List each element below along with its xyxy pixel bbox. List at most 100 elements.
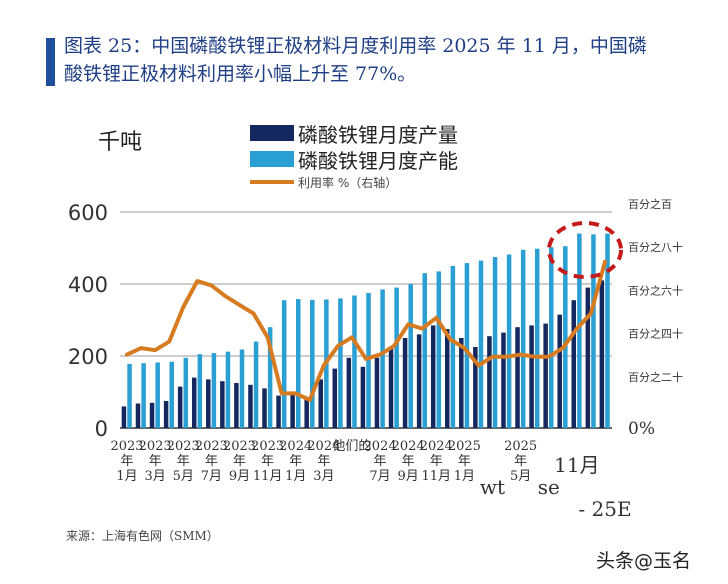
x-axis-tick-label: 2025 年 5月 bbox=[504, 439, 537, 484]
x-axis-tick-label: 2024 年 1月 bbox=[279, 439, 312, 484]
bar-output bbox=[163, 401, 169, 428]
bar-output bbox=[599, 280, 605, 428]
bar-output bbox=[543, 323, 548, 428]
right-axis-tick-label: 百分之四十 bbox=[628, 327, 683, 341]
bar-capacity bbox=[577, 233, 582, 428]
bar-capacity bbox=[408, 284, 413, 428]
right-axis-tick-label: 百分之八十 bbox=[628, 240, 683, 254]
left-axis-tick-label: 200 bbox=[68, 345, 108, 369]
bar-output bbox=[121, 406, 127, 428]
bar-output bbox=[318, 379, 323, 428]
bar-capacity bbox=[605, 233, 610, 428]
bar-output bbox=[374, 357, 380, 428]
x-axis-tick-label: 2024 年 9月 bbox=[392, 439, 425, 484]
right-axis-tick-label: 百分之百 bbox=[628, 197, 672, 211]
x-axis-tick-label: 2023 年 5月 bbox=[167, 439, 200, 484]
x-axis-tick-label: 2023 年 9月 bbox=[223, 439, 256, 484]
bar-output bbox=[557, 314, 562, 428]
bar-output bbox=[571, 300, 577, 428]
legend-item-output: 磷酸铁锂月度产量 bbox=[250, 120, 458, 147]
bar-output bbox=[135, 403, 141, 428]
bar-capacity bbox=[366, 293, 371, 428]
bar-output bbox=[248, 384, 253, 428]
bar-output bbox=[529, 325, 534, 428]
highlight-circle bbox=[547, 221, 623, 279]
bar-capacity bbox=[338, 298, 343, 428]
x-axis-tick-label: wt bbox=[480, 475, 505, 499]
x-axis-tick-label: se bbox=[538, 475, 560, 499]
bar-output bbox=[360, 366, 366, 428]
bar-capacity bbox=[155, 362, 160, 428]
bar-output bbox=[276, 395, 281, 428]
bar-capacity bbox=[253, 341, 259, 428]
right-axis-tick-label: 百分之六十 bbox=[628, 283, 683, 297]
bar-capacity bbox=[478, 260, 484, 428]
bar-output bbox=[487, 336, 492, 428]
bar-output bbox=[430, 325, 436, 428]
bar-capacity bbox=[394, 287, 399, 428]
bar-capacity bbox=[281, 300, 287, 428]
legend-label-capacity: 磷酸铁锂月度产能 bbox=[298, 148, 458, 173]
bar-capacity bbox=[183, 357, 189, 428]
bar-capacity bbox=[464, 263, 470, 428]
bar-capacity bbox=[239, 349, 245, 428]
bar-capacity bbox=[352, 295, 357, 428]
bar-capacity bbox=[211, 353, 217, 428]
bar-output bbox=[234, 383, 239, 428]
bar-output bbox=[515, 327, 520, 428]
bar-output bbox=[501, 332, 506, 428]
x-axis-tick-label: 2024 年 3月 bbox=[307, 439, 340, 484]
bar-output bbox=[262, 388, 267, 428]
bar-capacity bbox=[549, 247, 554, 428]
bar-capacity bbox=[295, 299, 301, 428]
bar-output bbox=[473, 347, 478, 428]
bar-capacity bbox=[506, 254, 512, 428]
bar-output bbox=[206, 379, 211, 428]
legend-label-output: 磷酸铁锂月度产量 bbox=[298, 122, 458, 147]
left-axis-tick-label: 600 bbox=[68, 201, 108, 225]
x-axis-tick-label: 他们的 bbox=[332, 438, 371, 454]
x-axis-tick-label: 2024 年 11月 bbox=[420, 439, 453, 484]
bar-output bbox=[177, 386, 183, 428]
bar-capacity bbox=[380, 289, 385, 428]
x-axis-tick-label: 2023 年 7月 bbox=[195, 439, 228, 484]
bar-capacity bbox=[141, 363, 146, 428]
left-axis-tick-label: 400 bbox=[68, 273, 108, 297]
bar-output bbox=[416, 334, 422, 428]
bar-output bbox=[290, 393, 295, 428]
x-axis-tick-label: 2023 年 3月 bbox=[139, 439, 172, 484]
bar-capacity bbox=[563, 246, 568, 428]
bar-output bbox=[445, 329, 450, 428]
bar-capacity bbox=[591, 234, 596, 428]
bar-output bbox=[304, 399, 309, 428]
left-axis-unit: 千吨 bbox=[98, 130, 143, 155]
bar-capacity bbox=[422, 273, 428, 428]
watermark: 头条@玉名 bbox=[596, 550, 692, 572]
legend-label-rate: 利用率 %（右轴） bbox=[298, 175, 398, 190]
x-axis-tick-label: - 25E bbox=[578, 497, 631, 521]
bar-capacity bbox=[197, 354, 203, 428]
left-axis-tick-label: 0 bbox=[95, 417, 108, 441]
legend-swatch-output bbox=[250, 125, 294, 141]
bar-output bbox=[220, 381, 225, 428]
bar-capacity bbox=[534, 248, 540, 428]
legend-swatch-rate bbox=[250, 180, 294, 184]
chart-title: 图表 25：中国磷酸铁锂正极材料月度利用率 2025 年 11 月，中国磷酸铁锂… bbox=[64, 35, 647, 85]
bar-output bbox=[402, 338, 408, 428]
bar-output bbox=[149, 402, 155, 428]
bar-output bbox=[585, 287, 591, 428]
bar-capacity bbox=[310, 299, 315, 428]
bar-output bbox=[459, 338, 464, 428]
title-accent-bar bbox=[46, 38, 55, 86]
legend-item-rate: 利用率 %（右轴） bbox=[250, 172, 458, 192]
right-axis-tick-label: 百分之二十 bbox=[628, 370, 683, 384]
legend-swatch-capacity bbox=[250, 151, 294, 167]
bar-output bbox=[346, 357, 352, 428]
bar-capacity bbox=[436, 271, 442, 428]
legend: 磷酸铁锂月度产量 磷酸铁锂月度产能 利用率 %（右轴） bbox=[250, 120, 458, 192]
x-axis-tick-label: 2024 年 7月 bbox=[364, 439, 397, 484]
x-axis-tick-label: 2025 年 1月 bbox=[448, 439, 481, 484]
bar-capacity bbox=[169, 361, 174, 428]
bar-capacity bbox=[225, 351, 231, 428]
